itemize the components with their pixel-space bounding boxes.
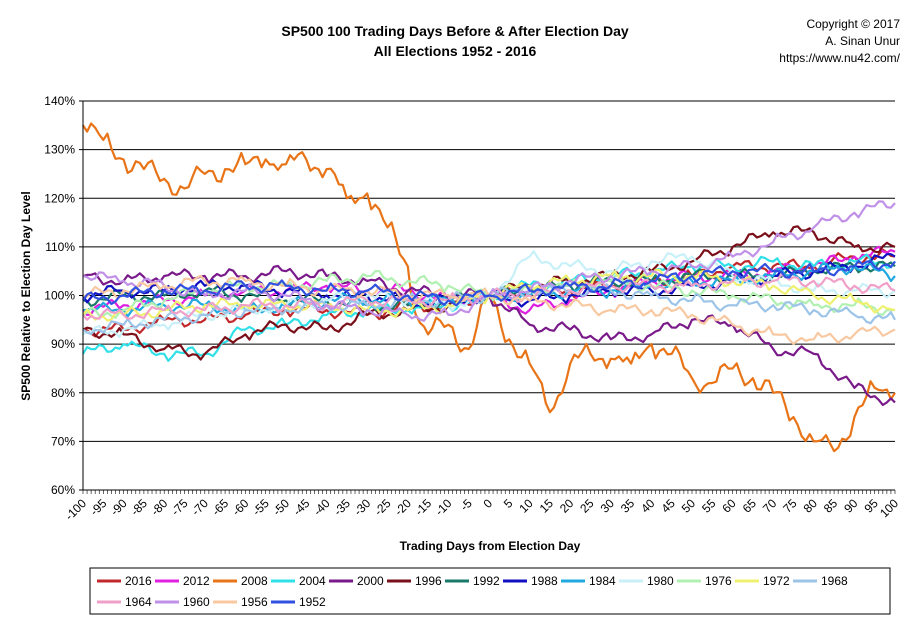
x-tick-label: -20	[392, 496, 414, 518]
y-tick-label: 130%	[44, 143, 75, 157]
legend-label-1992: 1992	[473, 574, 500, 588]
series-line-1996	[82, 225, 896, 361]
x-tick-label: -100	[62, 496, 89, 523]
y-tick-label: 60%	[51, 483, 75, 497]
chart-title: SP500 100 Trading Days Before & After El…	[281, 23, 628, 39]
x-tick-label: 25	[577, 496, 597, 516]
legend-label-1968: 1968	[821, 574, 848, 588]
copyright-line-3: https://www.nu42.com/	[779, 51, 900, 65]
x-tick-label: 70	[760, 496, 780, 516]
series-lines	[82, 122, 896, 453]
x-tick-label: 5	[501, 496, 516, 511]
y-tick-label: 120%	[44, 191, 75, 205]
x-tick-label: 30	[598, 496, 618, 516]
x-tick-label: 45	[658, 496, 678, 516]
x-axis-ticks: -100-95-90-85-80-75-70-65-60-55-50-45-40…	[62, 490, 901, 523]
x-axis-label: Trading Days from Election Day	[400, 539, 581, 553]
x-tick-label: 0	[480, 496, 495, 511]
x-tick-label: -70	[189, 496, 211, 518]
x-tick-label: -10	[432, 496, 454, 518]
legend-label-1972: 1972	[763, 574, 790, 588]
series-line-1952	[82, 259, 896, 307]
legend-label-1980: 1980	[647, 574, 674, 588]
x-tick-label: -5	[457, 496, 475, 514]
legend-box	[89, 567, 891, 615]
x-tick-label: -25	[371, 496, 393, 518]
y-tick-label: 110%	[45, 240, 75, 254]
copyright-line-2: A. Sinan Unur	[825, 34, 900, 48]
x-tick-label: -15	[412, 496, 434, 518]
legend-label-2000: 2000	[357, 574, 384, 588]
copyright-line-1: Copyright © 2017	[806, 17, 900, 31]
axes	[82, 101, 895, 491]
x-tick-label: -80	[148, 496, 170, 518]
x-tick-label: 65	[740, 496, 760, 516]
x-tick-label: -90	[108, 496, 130, 518]
x-tick-label: 85	[821, 496, 841, 516]
series-line-2016	[82, 248, 896, 338]
x-tick-label: -55	[250, 496, 272, 518]
y-axis-label: SP500 Relative to Election Day Level	[19, 191, 33, 400]
x-tick-label: 50	[679, 496, 699, 516]
y-tick-label: 70%	[51, 434, 75, 448]
x-tick-label: 35	[618, 496, 638, 516]
x-tick-label: 80	[801, 496, 821, 516]
y-tick-label: 100%	[44, 289, 75, 303]
legend-label-1960: 1960	[183, 595, 210, 609]
legend-label-1956: 1956	[241, 595, 268, 609]
legend-label-1976: 1976	[705, 574, 732, 588]
legend-label-1964: 1964	[125, 595, 152, 609]
x-tick-label: 10	[516, 496, 536, 516]
chart-subtitle: All Elections 1952 - 2016	[374, 43, 537, 59]
y-tick-label: 80%	[51, 386, 75, 400]
x-tick-label: -45	[290, 496, 312, 518]
y-axis-ticks: 60% 70% 80% 90% 100% 110% 120% 130% 140%	[44, 94, 83, 497]
legend-label-2016: 2016	[125, 574, 152, 588]
x-tick-label: -60	[229, 496, 251, 518]
x-tick-label: 40	[638, 496, 658, 516]
x-tick-label: 75	[780, 496, 800, 516]
x-tick-label: 55	[699, 496, 719, 516]
legend-label-1952: 1952	[299, 595, 326, 609]
legend-label-2012: 2012	[183, 574, 210, 588]
x-tick-label: -50	[270, 496, 292, 518]
legend-label-1984: 1984	[589, 574, 616, 588]
x-tick-label: -65	[209, 496, 231, 518]
x-tick-label: -35	[331, 496, 353, 518]
legend-label-1996: 1996	[415, 574, 442, 588]
legend-label-1988: 1988	[531, 574, 558, 588]
x-tick-label: 20	[557, 496, 577, 516]
x-tick-label: -95	[87, 496, 109, 518]
x-tick-label: 90	[841, 496, 861, 516]
x-tick-label: 100	[877, 496, 901, 520]
x-tick-label: 60	[719, 496, 739, 516]
y-tick-label: 140%	[44, 94, 75, 108]
x-tick-label: 15	[537, 496, 557, 516]
x-tick-label: -30	[351, 496, 373, 518]
y-tick-label: 90%	[51, 337, 75, 351]
legend-label-2008: 2008	[241, 574, 268, 588]
x-tick-label: -85	[128, 496, 150, 518]
x-tick-label: -75	[168, 496, 190, 518]
x-tick-label: -40	[311, 496, 333, 518]
legend: 2016 2012 2008 2004 2000 1996 1992 1988 1984 1980…	[97, 574, 848, 609]
legend-label-2004: 2004	[299, 574, 326, 588]
